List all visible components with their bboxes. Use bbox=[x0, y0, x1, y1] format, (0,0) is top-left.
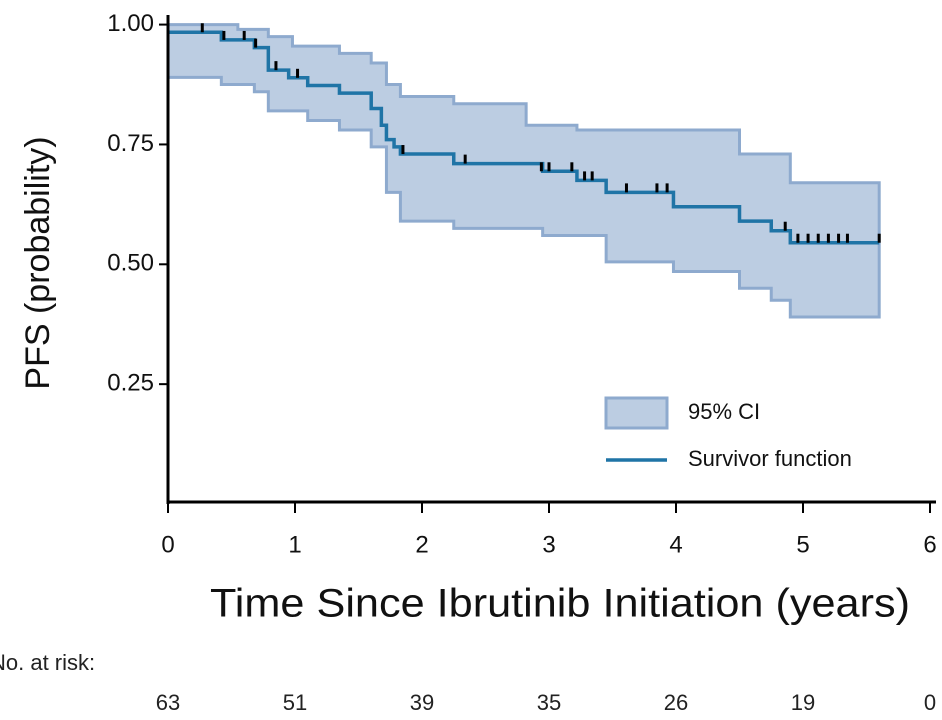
at-risk-count: 63 bbox=[156, 690, 180, 715]
legend-label: 95% CI bbox=[688, 399, 760, 424]
at-risk-label: No. at risk: bbox=[0, 650, 95, 675]
x-tick-label: 6 bbox=[923, 531, 936, 558]
x-tick-label: 4 bbox=[669, 531, 682, 558]
x-tick-label: 5 bbox=[796, 531, 809, 558]
x-tick-label: 0 bbox=[161, 531, 174, 558]
at-risk-count: 19 bbox=[791, 690, 815, 715]
y-tick-label: 0.50 bbox=[107, 250, 154, 277]
x-tick-label: 2 bbox=[415, 531, 428, 558]
y-tick-label: 0.25 bbox=[107, 369, 154, 396]
x-tick-label: 1 bbox=[288, 531, 301, 558]
survivor-line bbox=[168, 30, 880, 245]
legend-label: Survivor function bbox=[688, 446, 852, 471]
at-risk-count: 26 bbox=[664, 690, 688, 715]
x-tick-label: 3 bbox=[542, 531, 555, 558]
at-risk-count: 51 bbox=[283, 690, 307, 715]
y-axis-label: PFS (probability) bbox=[19, 136, 57, 389]
at-risk-count: 39 bbox=[410, 690, 434, 715]
at-risk-count: 35 bbox=[537, 690, 561, 715]
x-axis-label: Time Since Ibrutinib Initiation (years) bbox=[210, 582, 910, 626]
y-tick-label: 0.75 bbox=[107, 130, 154, 157]
legend-swatch bbox=[604, 396, 669, 430]
y-tick-label: 1.00 bbox=[107, 10, 154, 37]
at-risk-count: 0 bbox=[924, 690, 936, 715]
ci-band bbox=[166, 23, 881, 319]
